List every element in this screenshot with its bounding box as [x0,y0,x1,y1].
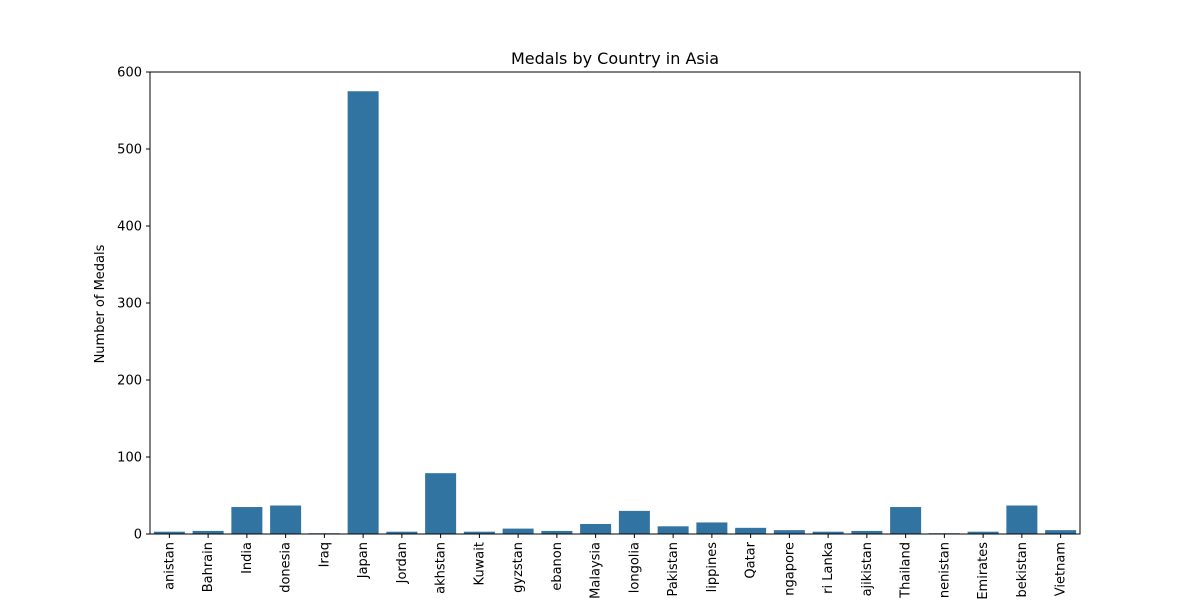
x-tick-label-21: Emirates [976,542,991,600]
y-tick-label-1: 100 [117,451,142,466]
bar-2 [231,507,263,534]
bar-14 [696,522,728,534]
y-tick-label-5: 500 [117,143,142,158]
x-tick-label-17: ri Lanka [821,542,836,594]
x-tick-label-16: ngapore [782,542,797,596]
bar-3 [270,505,302,534]
x-tick-label-0: anistan [162,542,177,590]
x-tick-label-7: akhstan [434,542,449,594]
bars-group [153,91,1077,534]
y-tick-label-6: 600 [117,66,142,81]
bar-18 [851,530,883,534]
x-tick-label-5: Japan [356,542,371,579]
x-tick-label-22: bekistan [1015,542,1030,597]
bar-17 [812,531,844,534]
x-tick-label-11: Malaysia [589,542,604,599]
x-tick-label-6: Jordan [395,542,410,584]
bar-15 [735,527,767,534]
bar-1 [192,530,224,534]
bar-7 [425,473,457,534]
x-tick-label-13: Pakistan [666,542,681,596]
bar-22 [1006,505,1038,534]
chart-title: Medals by Country in Asia [511,49,719,68]
y-axis: 0 100 200 300 400 500 600 [117,66,150,543]
x-tick-label-18: ajikistan [860,542,875,596]
y-tick-label-0: 0 [134,528,142,543]
bar-10 [541,530,573,534]
bar-9 [502,528,534,534]
x-tick-label-2: India [240,542,255,574]
x-tick-label-14: lippines [705,542,720,593]
bar-21 [967,531,999,534]
x-tick-label-15: Qatar [744,541,759,578]
bar-23 [1045,530,1077,534]
x-tick-label-4: Iraq [317,542,332,567]
y-axis-label: Number of Medals [93,244,108,363]
bar-11 [580,523,612,534]
x-tick-label-12: longolia [627,542,642,593]
bar-6 [386,531,418,534]
x-axis: anistan Bahrain India donesia Iraq Japan Jorda… [162,534,1069,600]
x-tick-label-3: donesia [279,542,294,593]
x-tick-label-10: ebanon [550,542,565,591]
plot-frame [149,71,1081,535]
x-tick-label-8: Kuwait [472,542,487,585]
y-tick-label-4: 400 [117,220,142,235]
y-tick-label-2: 200 [117,374,142,389]
x-tick-label-1: Bahrain [201,542,216,592]
x-tick-label-20: nenistan [937,542,952,598]
bar-8 [463,531,495,534]
bar-16 [773,530,805,534]
x-tick-label-23: Vietnam [1054,542,1069,596]
bar-0 [153,531,185,534]
y-tick-label-3: 300 [117,297,142,312]
x-tick-label-19: Thailand [899,542,914,599]
bar-13 [657,526,689,534]
bar-12 [618,510,650,534]
bar-5 [347,91,379,534]
x-tick-label-9: gyzstan [511,542,526,593]
bar-19 [890,507,922,534]
